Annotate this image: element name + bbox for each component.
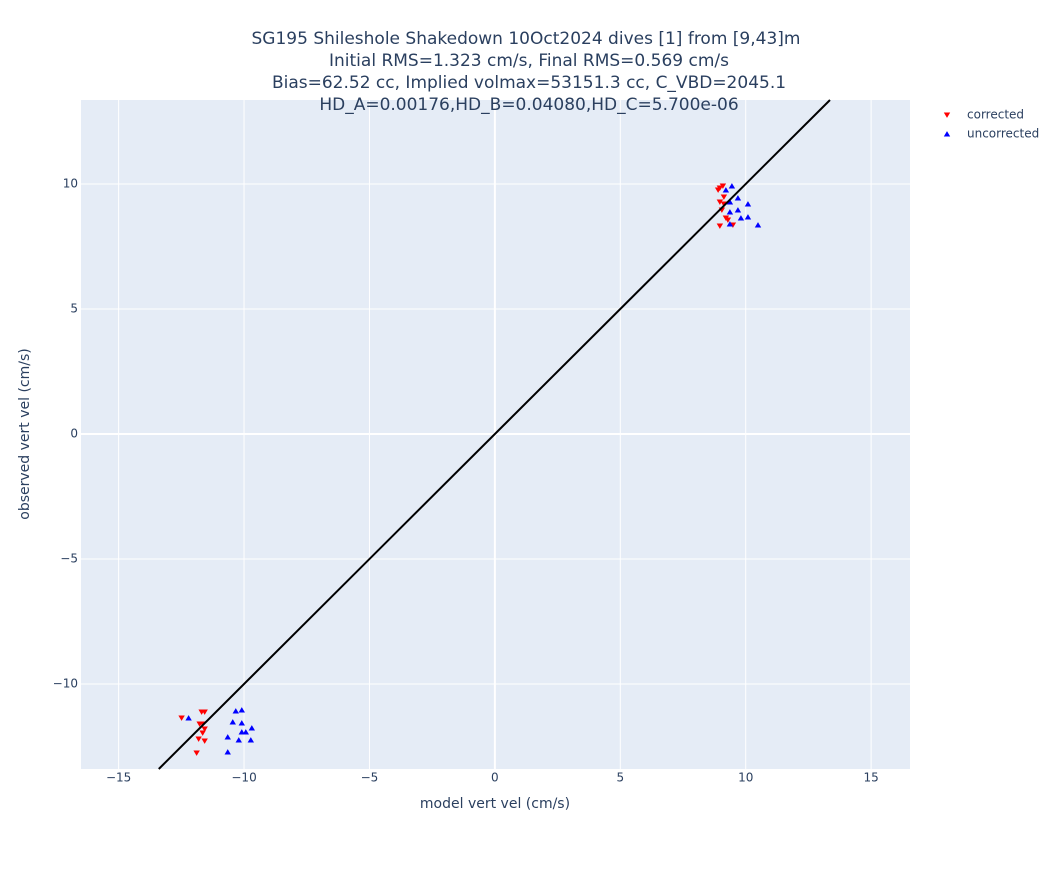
legend-marker: [943, 131, 951, 137]
x-axis-title: model vert vel (cm/s): [420, 796, 570, 812]
x-tick-label: 15: [863, 771, 878, 785]
x-tick-label: −15: [106, 771, 131, 785]
chart-title: Bias=62.52 cc, Implied volmax=53151.3 cc…: [272, 73, 786, 93]
point: [178, 715, 185, 721]
point: [201, 726, 208, 732]
legend-label: uncorrected: [967, 127, 1039, 141]
point: [744, 214, 752, 220]
point: [720, 194, 728, 200]
point: [726, 209, 734, 215]
point: [238, 707, 245, 713]
point: [722, 187, 730, 193]
point: [716, 223, 724, 229]
point: [737, 215, 745, 221]
point: [193, 750, 200, 756]
chart-title: HD_A=0.00176,HD_B=0.04080,HD_C=5.700e-06: [319, 95, 738, 115]
point: [247, 737, 255, 743]
y-tick-label: −5: [60, 552, 78, 566]
y-tick-label: −10: [53, 677, 78, 691]
x-tick-label: 10: [738, 771, 753, 785]
point: [734, 207, 742, 213]
point: [224, 734, 231, 740]
point: [734, 195, 742, 201]
point: [719, 183, 727, 189]
x-tick-label: −5: [361, 771, 379, 785]
y-tick-label: 10: [63, 177, 78, 191]
x-tick-label: 5: [616, 771, 624, 785]
legend-marker: [943, 112, 951, 118]
point: [716, 199, 724, 205]
point: [229, 719, 236, 725]
y-tick-label: 5: [70, 302, 78, 316]
point: [235, 737, 242, 743]
point: [724, 217, 732, 223]
point: [224, 749, 231, 755]
point: [754, 222, 762, 228]
y-axis-title: observed vert vel (cm/s): [17, 348, 33, 519]
point: [714, 187, 722, 193]
point: [242, 729, 249, 735]
point: [248, 725, 256, 731]
legend-label: corrected: [967, 108, 1024, 122]
point: [728, 183, 736, 189]
point: [238, 720, 245, 726]
reference-line: [158, 99, 831, 770]
point: [726, 221, 734, 227]
chart-title: Initial RMS=1.323 cm/s, Final RMS=0.569 …: [329, 51, 729, 71]
point: [201, 738, 208, 744]
y-tick-label: 0: [70, 427, 78, 441]
point: [726, 199, 734, 205]
point: [195, 736, 202, 742]
point: [238, 729, 245, 735]
point: [201, 709, 208, 715]
x-tick-label: −10: [231, 771, 256, 785]
point: [185, 715, 192, 721]
x-tick-label: 0: [491, 771, 499, 785]
point: [232, 708, 239, 714]
chart-title: SG195 Shileshole Shakedown 10Oct2024 div…: [252, 29, 801, 49]
point: [199, 730, 206, 736]
point: [744, 201, 752, 207]
